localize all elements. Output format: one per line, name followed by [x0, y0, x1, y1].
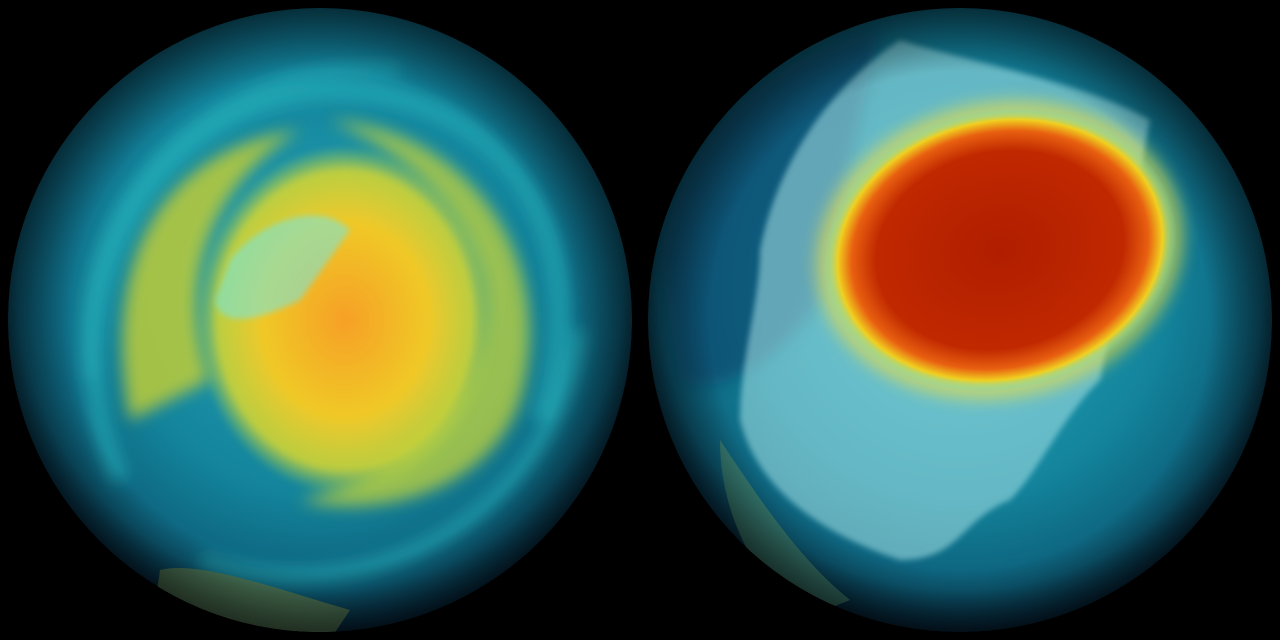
left-globe — [8, 8, 632, 632]
right-globe — [648, 8, 1272, 632]
